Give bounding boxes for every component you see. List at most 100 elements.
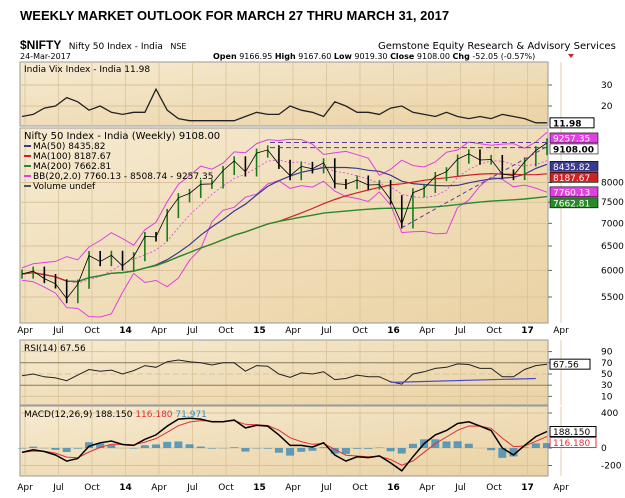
provider-name: Gemstone Equity Research & Advisory Serv… [378,41,616,52]
macd-histogram-bar [487,448,496,451]
x-tick-label: Apr [151,326,167,336]
vix-panel [19,61,549,127]
x-tick-label: Apr [151,483,167,493]
macd-value-tag-label: 116.180 [553,439,590,449]
macd-histogram-bar [207,448,216,449]
macd-histogram-bar [531,443,540,448]
macd-histogram-bar [174,441,183,448]
page-title: WEEKLY MARKET OUTLOOK FOR MARCH 27 THRU … [20,8,449,23]
price-value-tag-label: 7662.81 [553,199,590,209]
macd-histogram-bar [18,448,26,449]
macd-line [21,417,548,472]
price-value-tag [549,161,599,172]
macd-histogram-bar [129,448,138,449]
x-tick-label: Oct [486,326,502,336]
x-tick-label: Jul [320,483,332,493]
macd-histogram-bar [308,448,317,451]
legend-entry: MA(100) 8187.67 [33,152,111,162]
x-tick-label: Apr [419,326,435,336]
price-value-tag [549,132,599,144]
x-tick-label: Apr [553,326,569,336]
price-value-tag-label: 7760.13 [553,188,590,198]
bollinger-lower [21,176,548,318]
price-value-tag-label: 8435.82 [553,163,590,173]
y-tick-label: 7000 [601,219,624,229]
price-value-tag [549,143,599,155]
x-tick-label: Jul [186,326,198,336]
legend-entry: MA(50) 8435.82 [33,142,105,152]
macd-legend: MACD(12,26,9) 188.150 116.180 71.971 [24,410,207,420]
ma200-line [66,195,548,283]
y-tick-label: 10 [601,392,613,402]
x-tick-label: Apr [285,326,301,336]
rsi-legend: RSI(14) 67.56 [24,344,86,354]
rsi-trend-line [390,377,536,383]
price-value-tag-label: 8187.67 [553,174,590,184]
macd-histogram-bar [263,448,272,449]
y-tick-label: 70 [601,359,613,369]
x-tick-label: Oct [84,483,100,493]
price-line [21,142,548,300]
rsi-panel [19,339,549,406]
macd-histogram-bar [341,448,350,454]
rsi-line [21,359,548,385]
x-tick-label: 15 [253,483,266,493]
legend-entry: BB(20,2.0) 7760.13 - 8508.74 - 9257.35 [33,172,213,182]
x-tick-label: Oct [352,326,368,336]
x-tick-label: Jul [320,326,332,336]
macd-histogram-bar [353,448,362,449]
macd-histogram-bar [286,448,295,456]
x-tick-label: Apr [419,483,435,493]
macd-signal-line [21,420,548,466]
macd-histogram-bar [509,448,518,457]
macd-histogram-bar [397,448,406,454]
x-tick-label: Apr [17,483,33,493]
macd-histogram-bar [73,448,82,449]
y-tick-label: 400 [601,409,618,419]
macd-value-tag [549,426,597,438]
macd-value-tag-label: 188.150 [553,428,590,438]
macd-histogram-bar [163,441,172,448]
vix-line [21,87,547,124]
macd-histogram-bar [364,448,373,449]
bollinger-upper [21,131,548,269]
macd-histogram-bar [274,448,283,453]
x-tick-label: Apr [17,326,33,336]
y-tick-label: 6500 [601,242,624,252]
symbol-header: $NIFTY Nifty 50 Index - India NSE [20,36,186,53]
macd-histogram-bar [442,441,451,448]
x-tick-label: Jul [52,483,64,493]
x-tick-label: 14 [119,483,132,493]
x-tick-label: Jul [454,326,466,336]
x-tick-label: 16 [387,326,400,336]
y-tick-label: 7500 [601,198,624,208]
rsi-value-tag-label: 67.56 [553,361,579,371]
macd-histogram-bar [140,445,149,448]
y-tick-label: 30 [601,381,613,391]
macd-histogram-bar [520,447,529,448]
y-tick-label: 6000 [601,266,624,276]
x-tick-label: Jul [186,483,198,493]
price-value-tag [549,186,599,198]
x-tick-label: Jul [454,483,466,493]
macd-histogram-bar [498,448,507,458]
price-value-tag [549,197,599,209]
x-tick-label: Oct [486,483,502,493]
macd-histogram-bar [29,446,38,448]
macd-histogram-bar [185,444,194,448]
x-tick-label: Oct [218,483,234,493]
macd-histogram-bar [62,448,71,452]
x-tick-label: 17 [521,483,534,493]
triangle-down-icon [568,54,574,58]
rsi-value-tag [549,358,591,370]
x-tick-label: Apr [285,483,301,493]
ohlc-readout: Open 9166.95 High 9167.60 Low 9019.30 Cl… [213,52,535,61]
macd-histogram-bar [408,443,417,448]
x-tick-label: Jul [52,326,64,336]
y-tick-label: -200 [601,462,622,472]
vix-value-tag [549,117,595,129]
x-tick-label: 14 [119,326,132,336]
x-tick-label: 17 [521,326,534,336]
y-tick-label: 30 [601,81,613,91]
macd-histogram-bar [196,446,205,448]
